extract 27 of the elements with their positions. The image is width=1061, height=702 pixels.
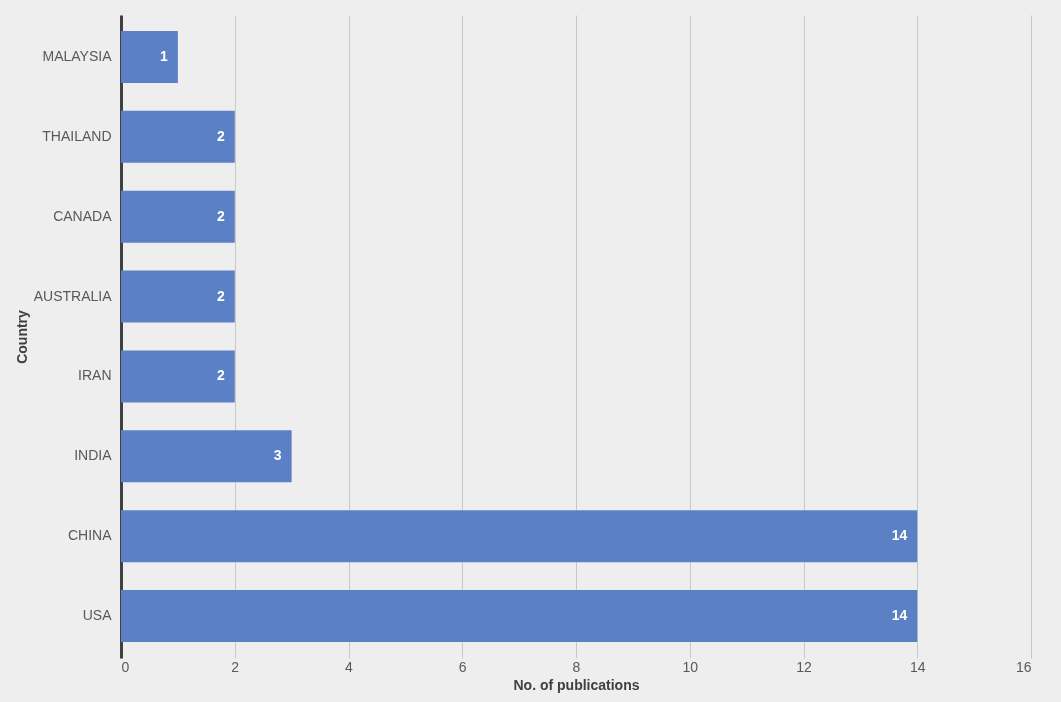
data-label: 14 <box>891 607 908 624</box>
x-tick-label: 12 <box>796 658 812 675</box>
y-tick-label: INDIA <box>74 447 113 464</box>
x-tick-label: 2 <box>231 658 240 675</box>
data-label: 2 <box>216 127 225 144</box>
data-label: 2 <box>216 367 225 384</box>
data-label: 1 <box>160 47 169 64</box>
y-tick-label: CHINA <box>67 527 113 544</box>
x-tick-label: 8 <box>572 658 581 675</box>
x-tick-label: 16 <box>1015 658 1032 675</box>
y-tick-label: USA <box>82 607 113 624</box>
x-tick-label: 4 <box>345 658 354 675</box>
x-axis-title: No. of publications <box>513 676 640 693</box>
data-label: 3 <box>273 447 282 464</box>
x-tick-label: 10 <box>682 658 699 675</box>
y-tick-label: IRAN <box>78 367 112 384</box>
x-tick-label: 0 <box>121 658 130 675</box>
y-tick-label: AUSTRALIA <box>33 287 113 304</box>
data-label: 2 <box>216 287 225 304</box>
y-tick-label: MALAYSIA <box>42 47 113 64</box>
y-tick-label: CANADA <box>53 207 113 224</box>
data-label: 14 <box>891 527 908 544</box>
y-axis-title: Country <box>13 309 30 364</box>
data-label: 2 <box>216 207 225 224</box>
y-tick-label: THAILAND <box>42 127 112 144</box>
x-tick-label: 14 <box>909 658 926 675</box>
x-tick-label: 6 <box>458 658 467 675</box>
